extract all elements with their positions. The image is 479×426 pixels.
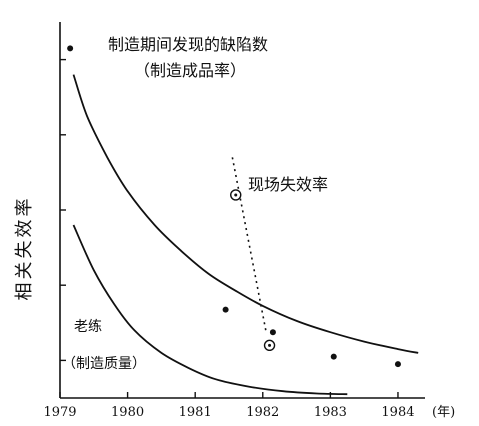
x-tick-label-4: 1983 (314, 405, 347, 420)
y-axis-label: 相关失效率 (14, 196, 35, 301)
aging-label-line2: （制造质量） (62, 356, 146, 372)
x-tick-label-3: 1982 (246, 405, 279, 420)
defects-label-line2: （制造成品率） (134, 61, 246, 80)
aging-label-line1: 老练 (74, 319, 102, 335)
x-tick-label-1: 1980 (111, 405, 144, 420)
field-failure-marker-center-1 (268, 343, 272, 347)
x-tick-label-2: 1981 (179, 405, 212, 420)
defects-point-4 (394, 361, 401, 368)
x-tick-label-5: 1984 (381, 405, 414, 420)
x-tick-label-0: 1979 (43, 405, 76, 420)
aging-curve (72, 224, 348, 396)
defects-point-1 (222, 306, 229, 313)
x-axis-unit-label: (年) (432, 405, 455, 420)
defects-point-2 (269, 329, 276, 336)
field-failure-label: 现场失效率 (248, 175, 328, 194)
x-axis-ticks: 1979 1980 1981 1982 1983 1984 (43, 392, 415, 420)
defects-curve (72, 74, 419, 354)
series-layer (67, 45, 419, 396)
field-failure-marker-center-0 (234, 193, 238, 197)
defects-point-0 (67, 45, 74, 52)
y-axis-ticks (60, 58, 66, 362)
defects-label-line1: 制造期间发现的缺陷数 (108, 35, 268, 54)
defects-point-3 (330, 353, 337, 360)
